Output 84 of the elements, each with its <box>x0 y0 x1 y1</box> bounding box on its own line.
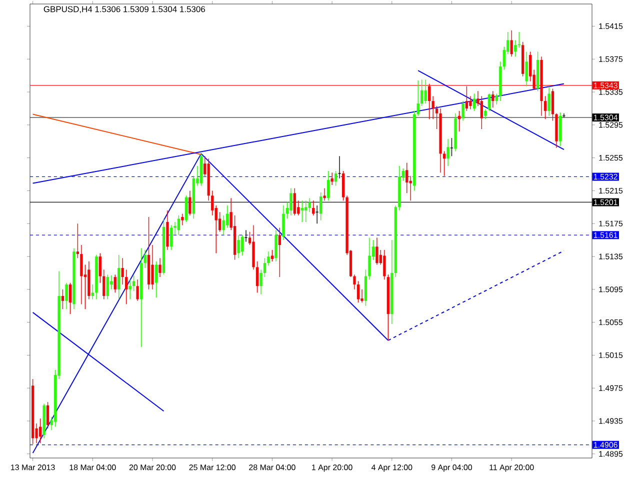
candlestick <box>274 230 278 262</box>
candlestick <box>368 237 371 280</box>
candlestick <box>290 188 292 216</box>
candlestick <box>184 195 188 222</box>
candlestick <box>188 190 192 216</box>
candlestick <box>181 213 184 226</box>
candlestick <box>320 192 322 221</box>
candlestick <box>334 170 338 186</box>
candlestick <box>61 289 64 310</box>
candlestick <box>308 198 311 212</box>
candlestick <box>312 200 315 216</box>
candlestick <box>480 96 483 130</box>
candlestick <box>38 418 42 444</box>
candlestick <box>323 188 326 201</box>
candlestick <box>98 252 102 284</box>
candlestick <box>270 250 274 262</box>
candlestick <box>170 224 173 250</box>
candlestick <box>177 215 180 236</box>
candlestick <box>326 170 330 201</box>
candlestick <box>432 96 434 120</box>
candlestick <box>342 170 345 201</box>
candlestick <box>353 274 356 290</box>
candlestick <box>293 188 296 216</box>
candlestick <box>315 205 319 224</box>
candlestick <box>174 222 176 235</box>
candlestick <box>446 138 450 166</box>
candlestick <box>282 205 285 240</box>
candlestick <box>46 402 50 429</box>
candlestick <box>383 250 386 280</box>
candlestick <box>488 93 490 112</box>
candlestick <box>240 234 244 256</box>
candlestick <box>128 279 132 300</box>
candlestick <box>263 258 266 278</box>
candlestick <box>65 282 68 310</box>
candlestick <box>510 30 513 57</box>
candlestick <box>237 234 240 258</box>
candlestick <box>102 269 106 300</box>
candlestick <box>551 88 554 122</box>
candlestick <box>267 251 270 266</box>
candlestick <box>492 90 494 108</box>
candlestick <box>68 282 72 314</box>
candlestick <box>304 200 308 222</box>
candlestick <box>260 269 262 295</box>
candlestick <box>132 275 136 292</box>
candlestick <box>114 274 116 294</box>
candlestick <box>484 108 487 120</box>
candlestick <box>442 150 446 176</box>
candlestick <box>356 280 360 303</box>
candlestick <box>125 269 128 305</box>
candlestick <box>548 86 550 116</box>
candlestick <box>91 284 94 300</box>
candlestick <box>154 261 158 298</box>
candlestick <box>424 79 427 104</box>
candlestick <box>376 237 378 266</box>
candlestick <box>416 80 420 116</box>
candlestick <box>222 215 225 236</box>
candlestick <box>300 200 304 222</box>
candlestick <box>244 230 248 242</box>
candlestick <box>514 40 517 57</box>
candlestick <box>106 274 109 300</box>
candlestick <box>406 162 408 194</box>
candlestick <box>435 106 438 130</box>
candlestick <box>151 244 154 290</box>
candlestick <box>544 96 547 120</box>
candlestick <box>226 205 229 228</box>
candlestick <box>472 93 476 112</box>
candlestick <box>80 244 83 305</box>
candlestick <box>469 96 472 110</box>
candlestick <box>158 258 162 278</box>
candlestick <box>144 250 146 268</box>
candlestick <box>218 212 222 232</box>
candlestick <box>278 227 281 278</box>
candlestick <box>462 100 464 122</box>
candlestick <box>76 223 79 258</box>
candlestick <box>256 261 259 294</box>
candlestick <box>136 279 139 302</box>
candlestick <box>420 79 424 106</box>
candlestick <box>450 138 454 156</box>
chart-title: GBPUSD,H4 1.5306 1.5309 1.5304 1.5306 <box>44 6 205 14</box>
candlestick <box>330 172 334 186</box>
candlestick <box>118 254 120 300</box>
candlestick <box>121 258 124 285</box>
candlestick <box>525 51 528 87</box>
candlestick <box>338 156 342 179</box>
